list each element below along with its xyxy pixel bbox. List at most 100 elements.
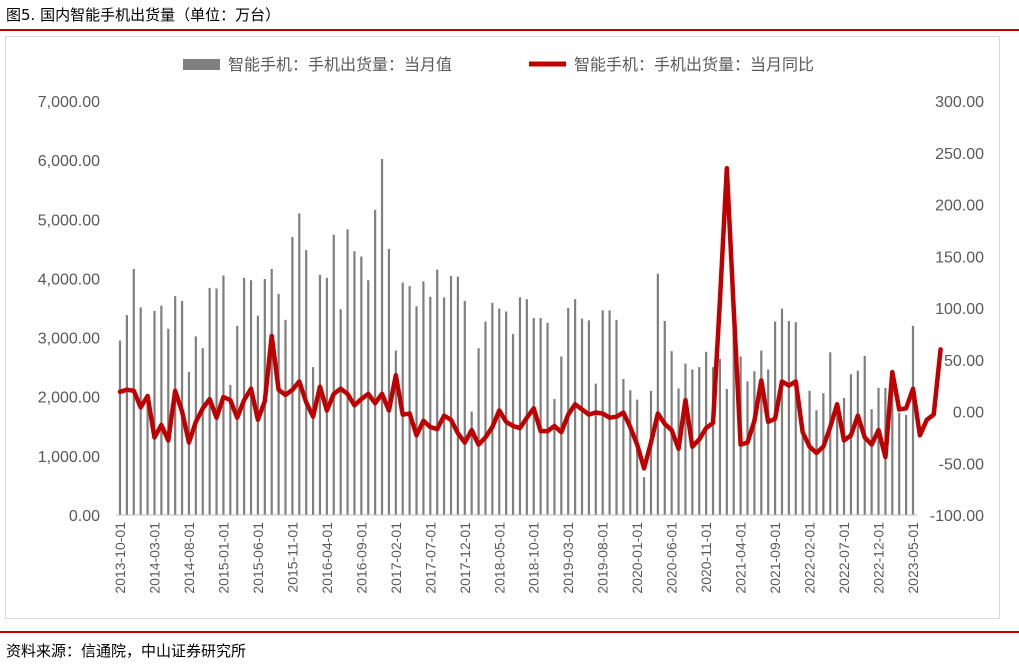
shipment-bar (898, 412, 901, 515)
shipment-bar (325, 277, 328, 515)
legend-label-line: 智能手机：手机出货量：当月同比 (574, 56, 814, 74)
shipment-bar (546, 322, 549, 515)
left-tick-label: 1,000.00 (38, 449, 100, 466)
x-tick-label: 2014-03-01 (146, 522, 162, 594)
shipment-bar (408, 286, 411, 515)
shipment-bar (125, 315, 128, 515)
right-tick-label: 50.00 (944, 353, 984, 370)
right-tick-label: 100.00 (935, 301, 984, 318)
shipment-bar (780, 308, 784, 515)
shipment-bar (649, 390, 653, 515)
shipment-bar (684, 363, 687, 515)
shipment-bar (311, 367, 315, 515)
shipment-bar (663, 321, 666, 515)
shipment-bar (332, 234, 335, 516)
shipment-bar (560, 356, 563, 515)
shipment-bar (891, 382, 894, 515)
shipment-bar (594, 383, 597, 515)
shipment-bar (139, 307, 142, 515)
shipment-bar (518, 297, 522, 515)
left-tick-label: 4,000.00 (38, 271, 100, 288)
shipment-bar (587, 320, 591, 515)
shipment-bar (746, 381, 749, 515)
shipment-bar (449, 276, 453, 515)
x-tick-label: 2016-04-01 (319, 522, 335, 594)
x-tick-label: 2019-03-01 (560, 522, 576, 594)
shipment-bar (505, 311, 508, 515)
x-tick-label: 2017-12-01 (457, 522, 473, 594)
shipment-bar (291, 237, 294, 515)
shipment-bar (436, 269, 439, 515)
x-tick-label: 2017-02-01 (388, 522, 404, 594)
x-tick-label: 2020-11-01 (698, 522, 714, 593)
x-tick-label: 2015-11-01 (284, 522, 300, 593)
x-tick-label: 2022-12-01 (871, 522, 887, 594)
right-axis-ticks: -100.00 -50.00 0.00 50.00 100.00 150.00 200.00… (930, 94, 984, 525)
shipment-bar (429, 296, 432, 515)
shipment-bar (456, 276, 459, 515)
x-tick-label: 2015-06-01 (250, 522, 266, 594)
left-tick-label: 7,000.00 (38, 94, 100, 111)
shipment-bar (360, 256, 363, 515)
shipment-bar (767, 369, 770, 515)
shipment-bar (394, 350, 397, 515)
shipment-bar (815, 410, 818, 515)
shipment-bar (705, 351, 708, 515)
right-tick-label: -100.00 (930, 508, 984, 525)
chart-legend: 智能手机：手机出货量：当月值 智能手机：手机出货量：当月同比 (183, 56, 814, 74)
x-tick-label: 2018-10-01 (526, 522, 542, 594)
shipment-bar (787, 321, 790, 515)
shipment-bar (229, 384, 232, 515)
x-tick-label: 2022-02-01 (802, 522, 818, 594)
shipment-bar (470, 411, 473, 515)
legend-swatch-bar (183, 59, 220, 70)
shipment-bar (477, 348, 480, 515)
shipment-bars (118, 158, 915, 516)
shipment-bar (153, 310, 156, 515)
shipment-bar (539, 318, 542, 515)
x-tick-label: 2020-01-01 (629, 522, 645, 594)
shipment-bar (836, 404, 839, 515)
shipment-bar (794, 322, 797, 515)
left-tick-label: 3,000.00 (38, 331, 100, 348)
shipment-bar (277, 293, 280, 515)
shipment-bar (401, 282, 404, 515)
shipment-bar (442, 297, 446, 515)
shipment-bar (146, 396, 149, 515)
right-tick-label: 300.00 (935, 94, 984, 111)
shipment-bar (484, 321, 487, 515)
shipment-bar (380, 158, 384, 515)
left-axis-ticks: 0.00 1,000.00 2,000.00 3,000.00 4,000.00 5,00… (38, 94, 100, 525)
shipment-bar (870, 409, 873, 515)
left-tick-label: 2,000.00 (38, 390, 100, 407)
shipment-bar (553, 399, 556, 515)
shipment-bar (339, 309, 342, 515)
right-tick-label: 200.00 (935, 198, 984, 215)
shipment-bar (201, 348, 204, 515)
shipment-bar (491, 302, 494, 515)
shipment-bar (422, 281, 425, 515)
x-tick-label: 2022-07-01 (836, 522, 852, 594)
source-rule (0, 631, 1019, 633)
shipment-bar (374, 209, 377, 515)
shipment-bar (808, 390, 811, 515)
shipment-bar (270, 268, 273, 515)
shipment-bar (849, 374, 853, 515)
x-tick-label: 2015-01-01 (215, 522, 231, 594)
shipment-bar (463, 300, 466, 515)
shipment-bar (353, 251, 356, 516)
shipment-bar (642, 477, 646, 515)
right-tick-label: 250.00 (935, 146, 984, 163)
left-tick-label: 6,000.00 (38, 153, 100, 170)
shipment-bar (215, 288, 218, 515)
shipment-bar (725, 389, 728, 515)
x-tick-label: 2016-09-01 (353, 522, 369, 594)
chart-frame (5, 36, 1000, 619)
x-tick-label: 2014-08-01 (181, 522, 197, 594)
right-tick-label: -50.00 (939, 456, 984, 473)
left-tick-label: 0.00 (69, 508, 100, 525)
right-tick-label: 150.00 (935, 249, 984, 266)
shipment-bar (415, 306, 418, 515)
shipment-bar (580, 318, 584, 515)
